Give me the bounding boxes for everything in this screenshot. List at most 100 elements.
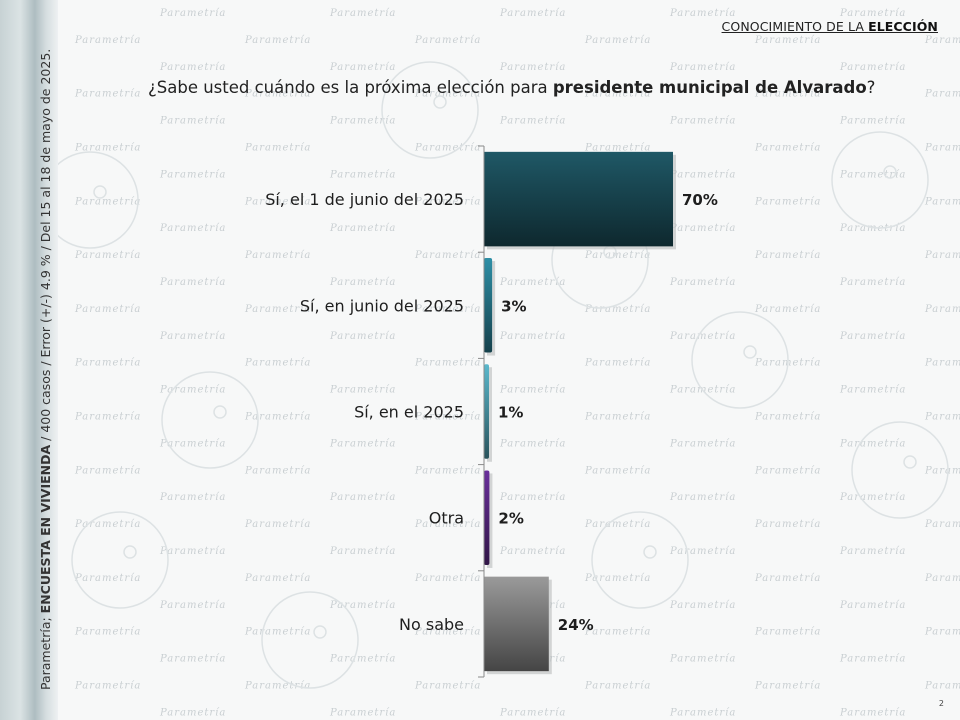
watermark-text: Parametría — [754, 143, 821, 154]
category-label: Sí, en el 2025 — [354, 403, 464, 422]
watermark-dot — [743, 345, 757, 359]
watermark-text: Parametría — [329, 116, 396, 127]
watermark-text: Parametría — [499, 385, 566, 396]
watermark-text: Parametría — [329, 654, 396, 665]
watermark-text: Parametría — [244, 412, 311, 423]
watermark-text: Parametría — [499, 546, 566, 557]
watermark-text: Parametría — [924, 304, 960, 315]
watermark-text: Parametría — [329, 546, 396, 557]
page-number: 2 — [938, 699, 944, 708]
watermark-circle — [851, 421, 949, 519]
watermark-text: Parametría — [839, 8, 906, 19]
watermark-text: Parametría — [499, 62, 566, 73]
value-label: 1% — [498, 404, 523, 422]
watermark-text: Parametría — [499, 438, 566, 449]
question-suffix: ? — [866, 78, 876, 97]
watermark-text: Parametría — [584, 143, 651, 154]
watermark-text: Parametría — [669, 331, 736, 342]
watermark-text: Parametría — [754, 35, 821, 46]
watermark-text: Parametría — [244, 89, 311, 100]
watermark-text: Parametría — [754, 89, 821, 100]
value-label: 70% — [682, 191, 718, 209]
watermark-text: Parametría — [584, 465, 651, 476]
watermark-text: Parametría — [414, 358, 481, 369]
watermark-text: Parametría — [329, 707, 396, 718]
watermark-circle — [71, 511, 169, 609]
watermark-text: Parametría — [159, 707, 226, 718]
watermark-text: Parametría — [924, 250, 960, 261]
watermark-text: Parametría — [244, 35, 311, 46]
watermark-dot — [903, 455, 917, 469]
watermark-circle — [591, 511, 689, 609]
bar — [484, 576, 549, 672]
watermark-text: Parametría — [414, 143, 481, 154]
watermark-text: Parametría — [159, 169, 226, 180]
section-title-prefix: CONOCIMIENTO DE LA — [721, 19, 869, 34]
watermark-text: Parametría — [329, 385, 396, 396]
watermark-text: Parametría — [669, 707, 736, 718]
watermark-text: Parametría — [414, 250, 481, 261]
watermark-text: Parametría — [244, 681, 311, 692]
watermark-text: Parametría — [584, 35, 651, 46]
watermark-text: Parametría — [499, 492, 566, 503]
watermark-text: Parametría — [244, 250, 311, 261]
watermark-text: Parametría — [74, 250, 141, 261]
watermark-text: Parametría — [669, 546, 736, 557]
watermark-circle — [691, 311, 789, 409]
watermark-text: Parametría — [839, 438, 906, 449]
watermark-text: Parametría — [329, 277, 396, 288]
category-label: Otra — [429, 509, 464, 528]
watermark-text: Parametría — [74, 465, 141, 476]
section-title: CONOCIMIENTO DE LA ELECCIÓN — [722, 19, 938, 34]
watermark-text: Parametría — [244, 304, 311, 315]
watermark-text: Parametría — [584, 304, 651, 315]
bar — [484, 258, 493, 353]
watermark-text: Parametría — [584, 627, 651, 638]
watermark-text: Parametría — [499, 707, 566, 718]
watermark-text: Parametría — [669, 116, 736, 127]
watermark-dot — [883, 165, 897, 179]
watermark-text: Parametría — [924, 143, 960, 154]
category-label: No sabe — [399, 615, 464, 634]
watermark-text: Parametría — [414, 35, 481, 46]
watermark-text: Parametría — [499, 116, 566, 127]
watermark-text: Parametría — [329, 62, 396, 73]
watermark-text: Parametría — [839, 707, 906, 718]
watermark-text: Parametría — [74, 143, 141, 154]
watermark-text: Parametría — [244, 358, 311, 369]
value-label: 3% — [501, 297, 526, 315]
watermark-text: Parametría — [329, 223, 396, 234]
watermark-text: Parametría — [584, 681, 651, 692]
watermark-text: Parametría — [669, 8, 736, 19]
watermark-text: Parametría — [839, 385, 906, 396]
watermark-circle — [161, 371, 259, 469]
watermark-text: Parametría — [839, 546, 906, 557]
watermark-text: Parametría — [669, 62, 736, 73]
watermark-text: Parametría — [839, 277, 906, 288]
watermark-text: Parametría — [754, 627, 821, 638]
watermark-text: Parametría — [159, 331, 226, 342]
watermark-text: Parametría — [669, 169, 736, 180]
watermark-text: Parametría — [499, 331, 566, 342]
watermark-text: Parametría — [74, 412, 141, 423]
watermark-text: Parametría — [839, 492, 906, 503]
value-label: 24% — [558, 616, 594, 634]
watermark-text: Parametría — [159, 438, 226, 449]
watermark-text: Parametría — [584, 250, 651, 261]
watermark-text: Parametría — [754, 519, 821, 530]
watermark-text: Parametría — [414, 89, 481, 100]
watermark-text: Parametría — [329, 169, 396, 180]
watermark-text: Parametría — [159, 385, 226, 396]
watermark-text: Parametría — [74, 519, 141, 530]
watermark-text: Parametría — [839, 331, 906, 342]
watermark-text: Parametría — [329, 331, 396, 342]
watermark-text: Parametría — [159, 654, 226, 665]
watermark-text: Parametría — [74, 196, 141, 207]
watermark-text: Parametría — [924, 196, 960, 207]
watermark-text: Parametría — [924, 412, 960, 423]
value-label: 2% — [498, 510, 523, 528]
watermark-text: Parametría — [669, 600, 736, 611]
watermark-text: Parametría — [754, 412, 821, 423]
